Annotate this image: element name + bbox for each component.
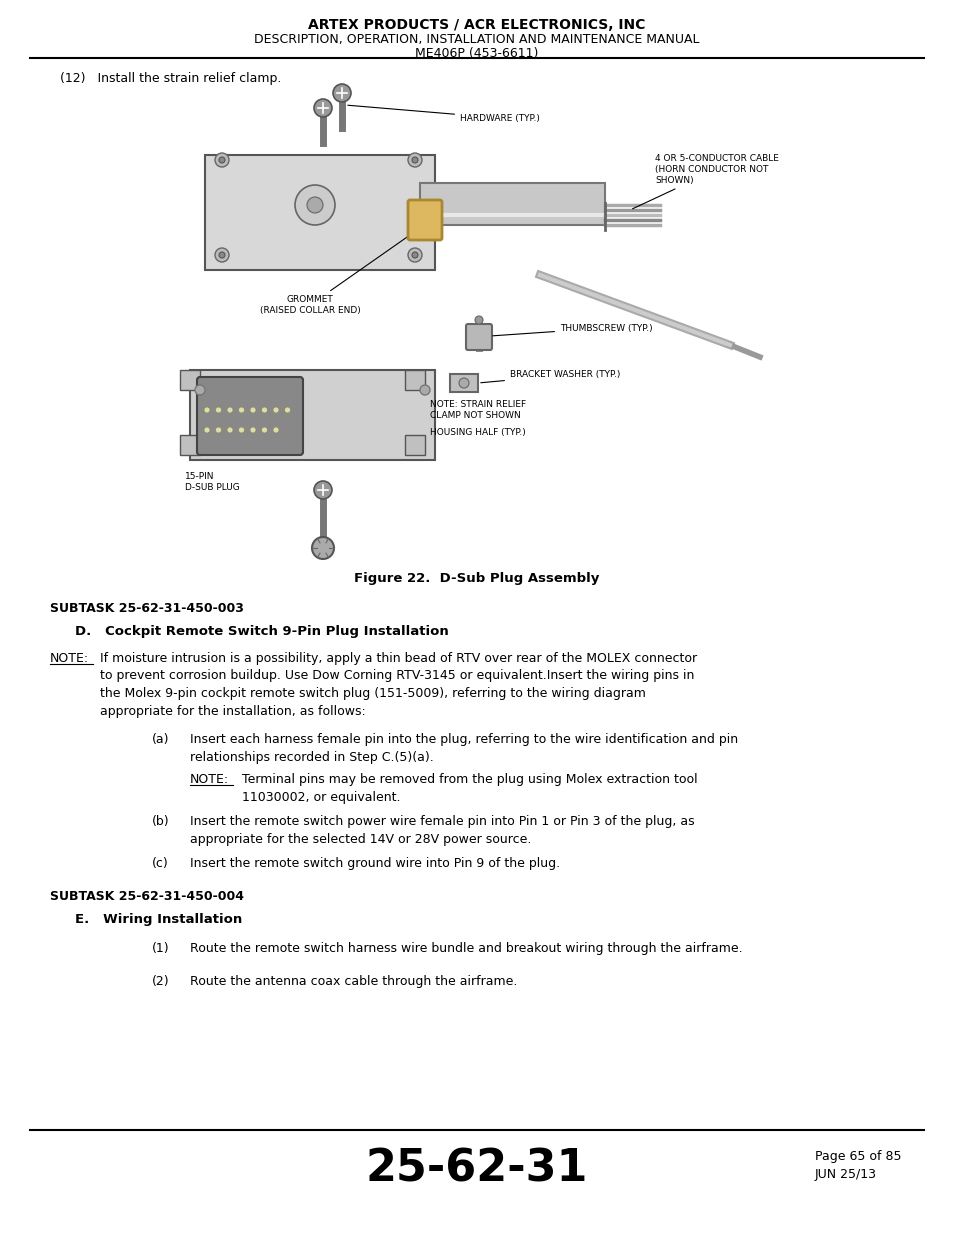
Text: HOUSING HALF (TYP.): HOUSING HALF (TYP.)	[430, 429, 525, 437]
Circle shape	[312, 537, 334, 559]
Circle shape	[204, 408, 210, 412]
Circle shape	[475, 316, 482, 324]
FancyBboxPatch shape	[196, 377, 303, 454]
Text: (1): (1)	[152, 942, 170, 955]
Text: Route the remote switch harness wire bundle and breakout wiring through the airf: Route the remote switch harness wire bun…	[190, 942, 741, 955]
Circle shape	[412, 252, 417, 258]
FancyBboxPatch shape	[450, 374, 477, 391]
Text: If moisture intrusion is a possibility, apply a thin bead of RTV over rear of th: If moisture intrusion is a possibility, …	[100, 652, 697, 718]
Text: Page 65 of 85: Page 65 of 85	[814, 1150, 901, 1163]
Circle shape	[333, 84, 351, 103]
Circle shape	[419, 385, 430, 395]
Text: D.   Cockpit Remote Switch 9-Pin Plug Installation: D. Cockpit Remote Switch 9-Pin Plug Inst…	[75, 625, 448, 638]
Circle shape	[219, 157, 225, 163]
FancyBboxPatch shape	[190, 370, 435, 459]
Text: Route the antenna coax cable through the airframe.: Route the antenna coax cable through the…	[190, 974, 517, 988]
Text: (2): (2)	[152, 974, 170, 988]
Text: BRACKET WASHER (TYP.): BRACKET WASHER (TYP.)	[480, 370, 619, 383]
Text: E.   Wiring Installation: E. Wiring Installation	[75, 913, 242, 926]
Circle shape	[314, 99, 332, 117]
Text: DESCRIPTION, OPERATION, INSTALLATION AND MAINTENANCE MANUAL: DESCRIPTION, OPERATION, INSTALLATION AND…	[254, 33, 699, 46]
Circle shape	[238, 408, 244, 412]
FancyBboxPatch shape	[465, 324, 492, 350]
Text: (a): (a)	[152, 734, 170, 746]
Circle shape	[408, 248, 421, 262]
Text: SUBTASK 25-62-31-450-003: SUBTASK 25-62-31-450-003	[50, 601, 244, 615]
Circle shape	[307, 198, 323, 212]
Text: 15-PIN
D-SUB PLUG: 15-PIN D-SUB PLUG	[185, 472, 239, 492]
Circle shape	[204, 427, 210, 433]
Circle shape	[314, 480, 332, 499]
FancyBboxPatch shape	[419, 183, 604, 225]
Circle shape	[215, 427, 221, 433]
Circle shape	[261, 427, 267, 433]
Text: Insert the remote switch ground wire into Pin 9 of the plug.: Insert the remote switch ground wire int…	[190, 857, 559, 869]
Circle shape	[412, 157, 417, 163]
Text: ARTEX PRODUCTS / ACR ELECTRONICS, INC: ARTEX PRODUCTS / ACR ELECTRONICS, INC	[308, 19, 645, 32]
Text: THUMBSCREW (TYP.): THUMBSCREW (TYP.)	[493, 324, 652, 336]
Circle shape	[215, 408, 221, 412]
Text: HARDWARE (TYP.): HARDWARE (TYP.)	[348, 105, 539, 122]
Circle shape	[214, 153, 229, 167]
FancyBboxPatch shape	[405, 435, 424, 454]
Circle shape	[219, 252, 225, 258]
Text: ME406P (453-6611): ME406P (453-6611)	[415, 47, 538, 61]
Text: JUN 25/13: JUN 25/13	[814, 1168, 876, 1181]
Text: NOTE:: NOTE:	[50, 652, 89, 664]
Circle shape	[250, 408, 255, 412]
Text: SUBTASK 25-62-31-450-004: SUBTASK 25-62-31-450-004	[50, 890, 244, 903]
FancyBboxPatch shape	[180, 370, 200, 390]
Circle shape	[284, 408, 291, 412]
Text: NOTE:: NOTE:	[190, 773, 229, 785]
Circle shape	[227, 408, 233, 412]
Text: NOTE: STRAIN RELIEF
CLAMP NOT SHOWN: NOTE: STRAIN RELIEF CLAMP NOT SHOWN	[430, 400, 525, 420]
Circle shape	[273, 408, 278, 412]
Circle shape	[458, 378, 469, 388]
Text: Terminal pins may be removed from the plug using Molex extraction tool
11030002,: Terminal pins may be removed from the pl…	[242, 773, 697, 804]
Circle shape	[227, 427, 233, 433]
Text: (12)   Install the strain relief clamp.: (12) Install the strain relief clamp.	[60, 72, 281, 85]
Circle shape	[294, 185, 335, 225]
Circle shape	[273, 427, 278, 433]
FancyBboxPatch shape	[180, 435, 200, 454]
Text: Figure 22.  D-Sub Plug Assembly: Figure 22. D-Sub Plug Assembly	[354, 572, 599, 585]
Text: (b): (b)	[152, 815, 170, 827]
FancyBboxPatch shape	[205, 156, 435, 270]
Text: 4 OR 5-CONDUCTOR CABLE
(HORN CONDUCTOR NOT
SHOWN): 4 OR 5-CONDUCTOR CABLE (HORN CONDUCTOR N…	[632, 154, 778, 209]
Text: GROMMET
(RAISED COLLAR END): GROMMET (RAISED COLLAR END)	[259, 230, 417, 315]
Circle shape	[250, 427, 255, 433]
Text: Insert each harness female pin into the plug, referring to the wire identificati: Insert each harness female pin into the …	[190, 734, 738, 763]
Circle shape	[261, 408, 267, 412]
Text: (c): (c)	[152, 857, 169, 869]
FancyBboxPatch shape	[408, 200, 441, 240]
Text: Insert the remote switch power wire female pin into Pin 1 or Pin 3 of the plug, : Insert the remote switch power wire fema…	[190, 815, 694, 846]
Circle shape	[408, 153, 421, 167]
Circle shape	[238, 427, 244, 433]
Circle shape	[194, 385, 205, 395]
Text: 25-62-31: 25-62-31	[365, 1149, 588, 1191]
Circle shape	[214, 248, 229, 262]
FancyBboxPatch shape	[405, 370, 424, 390]
